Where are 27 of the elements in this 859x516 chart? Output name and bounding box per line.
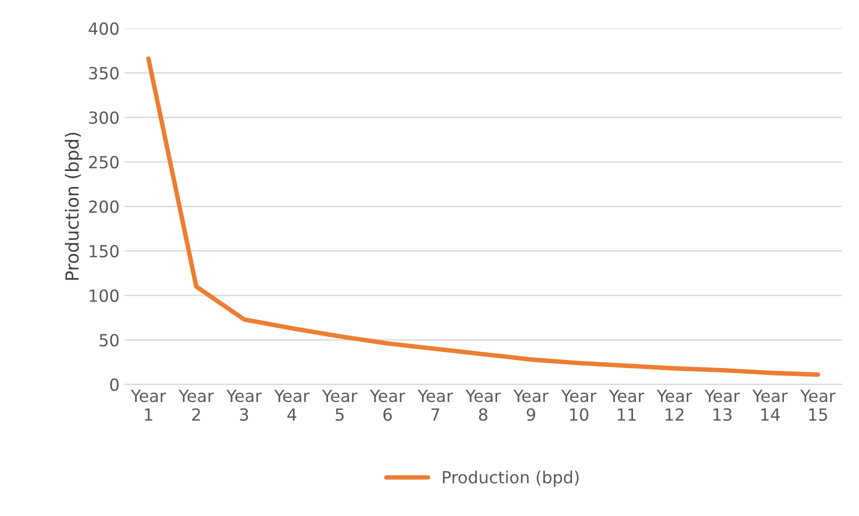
- x-tick-label: Year 15: [800, 390, 836, 421]
- y-tick-label: 0: [110, 378, 119, 391]
- x-tick-label: Year 8: [466, 390, 501, 421]
- x-tick-label: Year 13: [704, 390, 740, 421]
- y-tick-label: 200: [89, 200, 119, 213]
- x-tick-label: Year 10: [561, 390, 596, 421]
- y-tick-label: 350: [89, 66, 119, 80]
- y-tick-label: 50: [100, 334, 119, 346]
- y-tick-label: 400: [88, 22, 119, 35]
- y-tick-label: 150: [90, 244, 119, 258]
- x-tick-label: Year 2: [178, 390, 214, 421]
- legend-label: Production (bpd): [442, 470, 579, 487]
- y-tick-label: 300: [89, 111, 119, 124]
- line-series: [146, 56, 820, 377]
- x-tick-label: Year 7: [418, 390, 454, 421]
- y-tick-label: 100: [90, 289, 119, 302]
- y-axis-title: Production (bpd): [64, 132, 82, 280]
- x-tick-label: Year 12: [656, 390, 692, 421]
- x-tick-label: Year 5: [322, 390, 358, 421]
- x-tick-label: Year 4: [274, 390, 310, 421]
- x-tick-label: Year 9: [513, 390, 549, 421]
- x-tick-label: Year 11: [608, 390, 644, 421]
- x-tick-label: Year 3: [226, 390, 262, 421]
- x-tick-label: Year 1: [130, 390, 166, 421]
- y-tick-label: 250: [89, 156, 119, 168]
- x-tick-label: Year 14: [752, 390, 788, 421]
- x-tick-label: Year 6: [370, 390, 406, 421]
